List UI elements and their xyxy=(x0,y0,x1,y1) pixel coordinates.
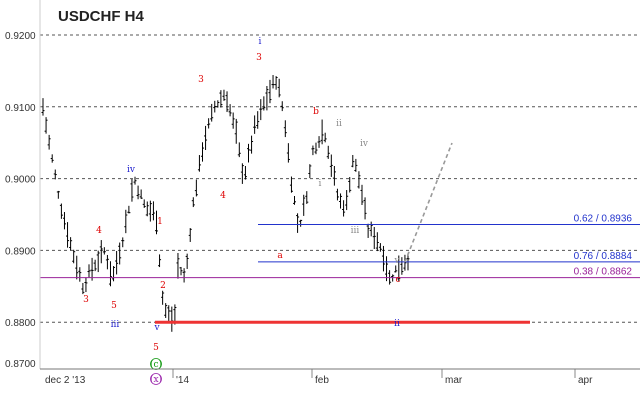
wave-label: 5 xyxy=(153,343,159,353)
wave-label: a xyxy=(277,251,283,261)
wave-label: 5 xyxy=(111,301,117,311)
x-tick-label: '14 xyxy=(176,375,189,386)
y-tick-label: 0.9100 xyxy=(5,103,36,114)
chart-title: USDCHF H4 xyxy=(58,8,144,25)
wave-label: 3 xyxy=(83,295,89,305)
wave-label: iv xyxy=(127,165,136,175)
wave-label: i xyxy=(259,37,262,47)
wave-label: (x) xyxy=(150,374,162,385)
x-tick-label: apr xyxy=(578,375,593,386)
y-tick-label: 0.9000 xyxy=(5,175,36,186)
wave-label: 1 xyxy=(157,217,163,227)
x-tick-label: feb xyxy=(315,375,329,386)
wave-label: iii xyxy=(351,226,360,236)
wave-label: 4 xyxy=(96,226,102,236)
wave-label: ii xyxy=(394,319,400,329)
wave-label: v xyxy=(153,323,160,333)
wave-label: iv xyxy=(360,139,369,149)
wave-label: v xyxy=(393,256,400,266)
retracement-level-label: 0.62 / 0.8936 xyxy=(574,214,633,225)
wave-label: 3 xyxy=(198,75,204,85)
wave-label: 3 xyxy=(256,53,262,63)
x-tick-label: dec 2 '13 xyxy=(45,375,86,386)
plot-area xyxy=(40,0,640,369)
y-tick-label: 0.9200 xyxy=(5,31,36,42)
wave-circle xyxy=(150,373,162,385)
wave-label: b xyxy=(313,107,319,117)
x-tick-label: mar xyxy=(445,375,463,386)
retracement-level-label: 0.38 / 0.8862 xyxy=(574,267,633,278)
wave-label: ii xyxy=(336,119,342,129)
wave-label: iii xyxy=(111,320,120,330)
wave-label: c xyxy=(395,275,400,285)
wave-label: 2 xyxy=(160,281,166,291)
wave-label: i xyxy=(319,179,322,189)
projection-line xyxy=(404,142,453,263)
retracement-level-label: 0.76 / 0.8884 xyxy=(574,251,633,262)
wave-label: 4 xyxy=(220,191,226,201)
y-tick-label: 0.8700 xyxy=(5,359,36,370)
y-tick-label: 0.8800 xyxy=(5,318,36,329)
y-tick-label: 0.8900 xyxy=(5,246,36,257)
wave-label: (c) xyxy=(150,359,162,370)
